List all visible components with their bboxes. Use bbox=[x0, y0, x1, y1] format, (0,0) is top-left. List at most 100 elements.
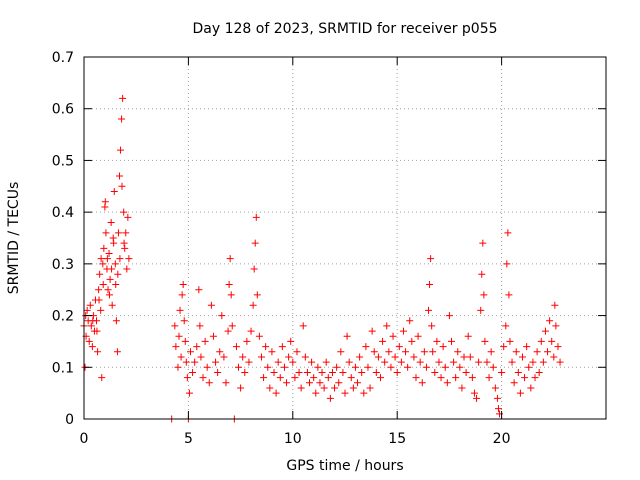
data-point bbox=[105, 250, 113, 258]
data-point bbox=[478, 270, 486, 278]
data-point bbox=[235, 363, 243, 371]
data-point bbox=[201, 337, 209, 345]
data-point bbox=[174, 363, 182, 371]
data-point bbox=[260, 374, 268, 382]
data-point bbox=[349, 384, 357, 392]
data-point bbox=[408, 337, 416, 345]
data-point bbox=[102, 229, 110, 237]
data-point bbox=[333, 363, 341, 371]
data-point bbox=[112, 317, 120, 325]
data-point bbox=[96, 270, 104, 278]
data-point bbox=[335, 379, 343, 387]
data-point bbox=[337, 348, 345, 356]
y-tick-labels: 0 0.1 0.2 0.3 0.4 0.5 0.6 0.7 bbox=[52, 50, 74, 428]
data-point bbox=[494, 405, 502, 413]
data-point bbox=[331, 384, 339, 392]
data-point bbox=[308, 358, 316, 366]
data-point bbox=[220, 353, 228, 361]
data-point bbox=[466, 353, 474, 361]
data-point bbox=[318, 368, 326, 376]
data-point bbox=[176, 306, 184, 314]
data-point bbox=[354, 379, 362, 387]
data-point bbox=[227, 291, 235, 299]
data-point bbox=[124, 213, 132, 221]
data-point bbox=[295, 368, 303, 376]
data-point bbox=[328, 368, 336, 376]
data-point bbox=[314, 363, 322, 371]
axis-ticks bbox=[83, 56, 606, 420]
data-point bbox=[420, 348, 428, 356]
data-point bbox=[104, 286, 112, 294]
data-point bbox=[368, 327, 376, 335]
data-point bbox=[224, 327, 232, 335]
data-point bbox=[452, 374, 460, 382]
data-point bbox=[458, 384, 466, 392]
y-tick-label: 0.3 bbox=[52, 257, 74, 273]
data-point bbox=[393, 368, 401, 376]
data-point bbox=[181, 337, 189, 345]
data-point bbox=[320, 384, 328, 392]
data-point bbox=[358, 368, 366, 376]
data-point bbox=[356, 353, 364, 361]
x-tick-label: 0 bbox=[80, 431, 89, 447]
data-point bbox=[120, 239, 128, 247]
data-point bbox=[222, 379, 230, 387]
data-point bbox=[404, 363, 412, 371]
data-point bbox=[370, 348, 378, 356]
data-point bbox=[83, 306, 91, 314]
data-point bbox=[533, 348, 541, 356]
data-point bbox=[209, 332, 217, 340]
data-point bbox=[205, 379, 213, 387]
data-point bbox=[343, 332, 351, 340]
data-point bbox=[117, 146, 125, 154]
data-point bbox=[189, 368, 197, 376]
data-point bbox=[178, 291, 186, 299]
data-point bbox=[529, 358, 537, 366]
data-point bbox=[345, 358, 353, 366]
data-point bbox=[447, 337, 455, 345]
data-point bbox=[289, 358, 297, 366]
data-point bbox=[473, 394, 481, 402]
data-point bbox=[253, 291, 261, 299]
data-point bbox=[110, 239, 118, 247]
grid-lines bbox=[84, 57, 606, 419]
data-point bbox=[299, 322, 307, 330]
data-point bbox=[110, 187, 118, 195]
data-point bbox=[414, 332, 422, 340]
data-point bbox=[523, 343, 531, 351]
data-point bbox=[278, 343, 286, 351]
data-point bbox=[387, 363, 395, 371]
data-point bbox=[503, 260, 511, 268]
data-point bbox=[270, 368, 278, 376]
data-point bbox=[450, 358, 458, 366]
data-point bbox=[123, 265, 131, 273]
data-point bbox=[445, 312, 453, 320]
data-point bbox=[87, 322, 95, 330]
data-point bbox=[182, 358, 190, 366]
data-point bbox=[360, 389, 368, 397]
data-points bbox=[80, 94, 564, 423]
data-point bbox=[207, 301, 215, 309]
data-point bbox=[548, 337, 556, 345]
data-point bbox=[274, 358, 282, 366]
data-point bbox=[301, 353, 309, 361]
data-point bbox=[422, 363, 430, 371]
data-point bbox=[86, 301, 94, 309]
data-point bbox=[551, 301, 559, 309]
data-point bbox=[479, 239, 487, 247]
data-point bbox=[481, 337, 489, 345]
data-point bbox=[541, 327, 549, 335]
data-point bbox=[195, 286, 203, 294]
data-point bbox=[95, 296, 103, 304]
data-point bbox=[237, 384, 245, 392]
data-point bbox=[544, 348, 552, 356]
data-point bbox=[425, 306, 433, 314]
data-point bbox=[266, 384, 274, 392]
data-point bbox=[114, 270, 122, 278]
data-point bbox=[175, 332, 183, 340]
data-point bbox=[546, 317, 554, 325]
plot-frame bbox=[83, 56, 607, 420]
data-point bbox=[186, 348, 194, 356]
data-point bbox=[97, 255, 105, 263]
